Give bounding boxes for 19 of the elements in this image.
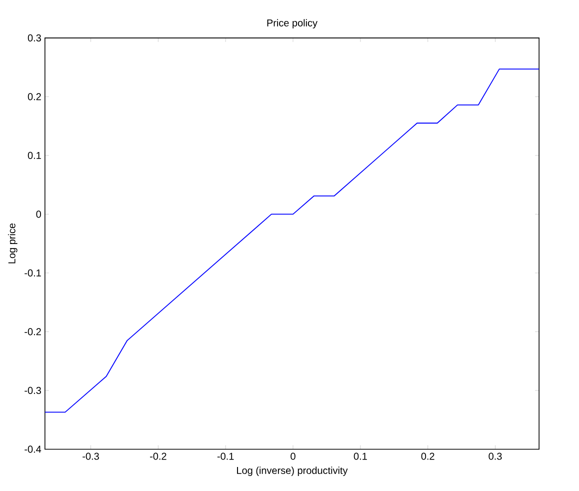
line-series [44, 68, 540, 413]
chart-title: Price policy [267, 19, 318, 28]
x-tick-label: -0.2 [150, 452, 166, 460]
x-tick-label: 0.2 [421, 452, 434, 460]
x-tick-label: 0.3 [488, 452, 502, 460]
x-axis-title: Log (inverse) productivity [237, 466, 348, 476]
y-tick-label: -0.1 [24, 269, 41, 276]
x-tick-label: -0.1 [217, 452, 234, 460]
y-tick-label: 0.1 [28, 152, 41, 159]
y-tick-label: -0.4 [24, 446, 42, 453]
x-tick-label: 0 [290, 452, 296, 460]
y-tick-label: 0 [36, 210, 42, 218]
y-axis-title: Log price [8, 223, 18, 264]
y-tick-label: 0.3 [28, 34, 41, 42]
x-tick-label: 0.1 [354, 452, 367, 460]
y-tick-label: 0.2 [28, 93, 41, 100]
x-tick-label: -0.3 [82, 452, 99, 460]
y-tick-label: -0.3 [24, 386, 41, 394]
y-tick-label: -0.2 [24, 328, 41, 336]
